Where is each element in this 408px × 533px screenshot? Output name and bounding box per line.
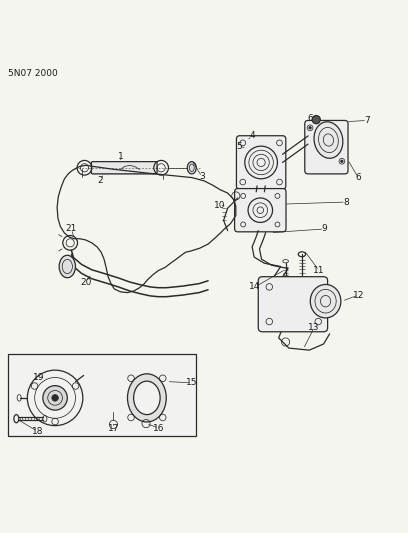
Text: 6: 6 <box>355 173 361 182</box>
Text: 7: 7 <box>364 116 370 125</box>
Ellipse shape <box>59 255 75 278</box>
Text: 17: 17 <box>108 424 119 433</box>
Text: 16: 16 <box>153 424 165 433</box>
FancyBboxPatch shape <box>235 189 286 232</box>
Ellipse shape <box>310 285 341 318</box>
Circle shape <box>312 116 320 124</box>
FancyBboxPatch shape <box>305 120 348 174</box>
Text: 18: 18 <box>32 427 43 436</box>
Text: 9: 9 <box>322 224 327 233</box>
Text: 3: 3 <box>199 172 205 181</box>
Ellipse shape <box>134 381 160 415</box>
Text: 20: 20 <box>80 278 91 287</box>
Text: 6: 6 <box>307 114 313 123</box>
Text: 5N07 2000: 5N07 2000 <box>8 69 58 78</box>
Circle shape <box>43 386 67 410</box>
Text: 13: 13 <box>308 323 320 332</box>
Text: 19: 19 <box>33 373 44 382</box>
Circle shape <box>341 160 343 163</box>
Bar <box>8 354 196 436</box>
FancyBboxPatch shape <box>91 161 157 174</box>
Text: 4: 4 <box>249 132 255 140</box>
Text: 21: 21 <box>66 224 77 233</box>
Text: 2: 2 <box>97 175 103 184</box>
FancyBboxPatch shape <box>237 136 286 189</box>
Text: 5: 5 <box>236 142 242 151</box>
Text: 10: 10 <box>214 201 225 210</box>
Text: 15: 15 <box>186 378 197 387</box>
Text: 12: 12 <box>353 290 364 300</box>
Ellipse shape <box>127 374 166 422</box>
FancyBboxPatch shape <box>258 277 328 332</box>
Circle shape <box>309 126 311 129</box>
Circle shape <box>52 394 58 401</box>
Text: 14: 14 <box>249 282 261 292</box>
Text: 11: 11 <box>313 266 325 275</box>
Ellipse shape <box>314 122 343 158</box>
Ellipse shape <box>187 161 196 174</box>
Text: 8: 8 <box>343 198 349 206</box>
Text: 1: 1 <box>118 152 123 161</box>
